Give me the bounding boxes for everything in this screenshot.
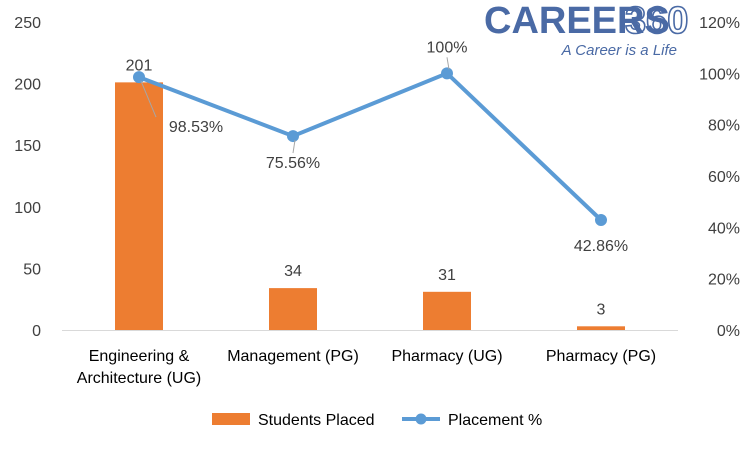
y-right-tick-label: 0% (717, 323, 740, 340)
logo-tagline: A Career is a Life (561, 42, 677, 59)
y-left-tick-label: 250 (14, 15, 41, 32)
y-right-tick-label: 100% (699, 66, 740, 83)
y-left-tick-label: 100 (14, 200, 41, 217)
line-value-label: 100% (427, 39, 468, 56)
label-leader-line (292, 139, 296, 154)
careers360-logo: CAREERS 360 A Career is a Life (484, 0, 689, 59)
axes: 0 50 100 150 200 250 0% 20% 40% 60% 80% 100% 120% Eng… (14, 15, 740, 387)
logo-word: CAREERS (484, 0, 670, 42)
bar-value-label: 34 (284, 263, 302, 280)
bar (269, 288, 317, 330)
label-leader-line (140, 80, 157, 118)
line-marker (441, 67, 453, 80)
bar (115, 82, 163, 330)
bar-series (115, 82, 625, 330)
data-labels: 201 34 31 3 98.53% 75.56% 100% 42.86% (126, 39, 628, 318)
legend-swatch-bar (212, 413, 250, 425)
legend: Students Placed Placement % (212, 412, 542, 429)
label-leader-line (446, 57, 450, 70)
y-left-tick-label: 0 (32, 323, 41, 340)
line-series (133, 67, 607, 226)
line-path (138, 71, 603, 222)
logo-number: 360 (625, 0, 688, 42)
bar-value-label: 31 (438, 267, 456, 284)
line-value-label: 98.53% (169, 119, 223, 136)
line-value-label: 75.56% (266, 155, 320, 172)
bar (577, 326, 625, 330)
y-right-tick-label: 80% (708, 118, 740, 135)
line-marker (133, 71, 145, 84)
y-left-tick-label: 50 (23, 261, 41, 278)
x-category-label: Pharmacy (PG) (546, 348, 656, 365)
bar (423, 291, 471, 330)
x-category-label: Management (PG) (227, 348, 359, 365)
bar-value-label: 3 (597, 301, 606, 318)
line-marker (287, 130, 299, 143)
x-category-label: Engineering & Architecture (UG) (77, 348, 201, 387)
y-right-tick-label: 40% (708, 220, 740, 237)
x-category-label: Pharmacy (UG) (391, 348, 502, 365)
line-value-label: 42.86% (574, 238, 628, 255)
legend-label: Students Placed (258, 412, 375, 429)
y-left-tick-label: 150 (14, 138, 41, 155)
line-marker (595, 213, 607, 226)
y-left-tick-label: 200 (14, 77, 41, 94)
bar-value-label: 201 (126, 57, 153, 74)
legend-swatch-marker (415, 413, 427, 425)
legend-label: Placement % (448, 412, 542, 429)
y-right-tick-label: 20% (708, 272, 740, 289)
y-right-tick-label: 120% (699, 15, 740, 32)
y-right-tick-label: 60% (708, 169, 740, 186)
